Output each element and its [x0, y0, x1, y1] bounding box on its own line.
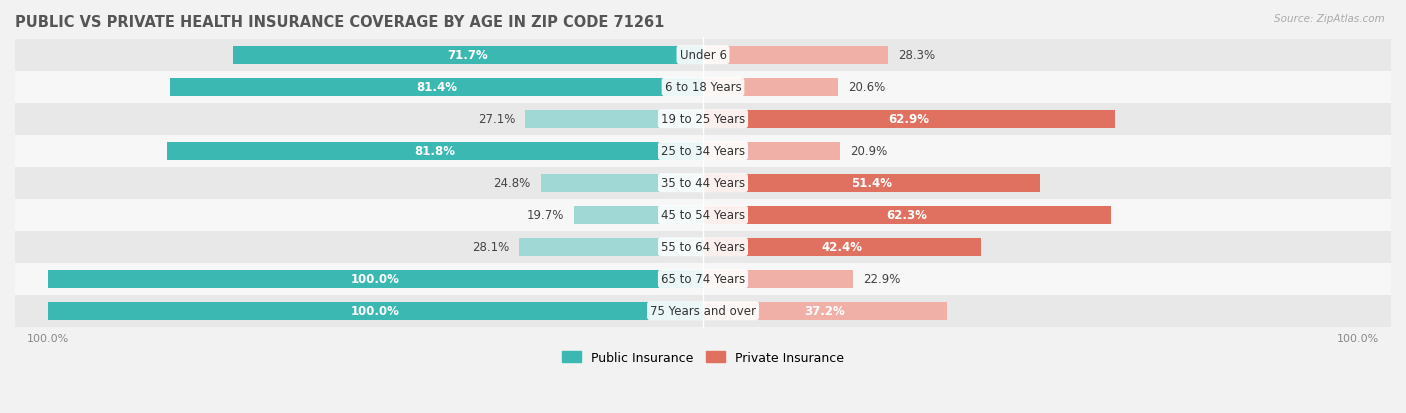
- Bar: [703, 175, 1040, 192]
- Bar: [574, 206, 703, 224]
- Bar: [703, 302, 946, 320]
- Bar: [15, 199, 1391, 231]
- Bar: [48, 302, 703, 320]
- Text: 20.6%: 20.6%: [848, 81, 884, 94]
- Text: 51.4%: 51.4%: [851, 177, 891, 190]
- Bar: [48, 271, 703, 288]
- Bar: [15, 295, 1391, 327]
- Text: Source: ZipAtlas.com: Source: ZipAtlas.com: [1274, 14, 1385, 24]
- Bar: [703, 271, 853, 288]
- Bar: [15, 40, 1391, 71]
- Legend: Public Insurance, Private Insurance: Public Insurance, Private Insurance: [557, 346, 849, 369]
- Text: 75 Years and over: 75 Years and over: [650, 304, 756, 318]
- Bar: [15, 71, 1391, 104]
- Bar: [540, 175, 703, 192]
- Text: 62.9%: 62.9%: [889, 113, 929, 126]
- Text: 6 to 18 Years: 6 to 18 Years: [665, 81, 741, 94]
- Text: 19 to 25 Years: 19 to 25 Years: [661, 113, 745, 126]
- Text: 22.9%: 22.9%: [863, 273, 900, 286]
- Bar: [15, 104, 1391, 135]
- Text: 37.2%: 37.2%: [804, 304, 845, 318]
- Text: 100.0%: 100.0%: [352, 273, 399, 286]
- Bar: [519, 238, 703, 256]
- Bar: [170, 79, 703, 96]
- Text: PUBLIC VS PRIVATE HEALTH INSURANCE COVERAGE BY AGE IN ZIP CODE 71261: PUBLIC VS PRIVATE HEALTH INSURANCE COVER…: [15, 15, 665, 30]
- Bar: [703, 79, 838, 96]
- Bar: [703, 206, 1111, 224]
- Text: 20.9%: 20.9%: [849, 145, 887, 158]
- Bar: [233, 47, 703, 64]
- Bar: [15, 167, 1391, 199]
- Text: 25 to 34 Years: 25 to 34 Years: [661, 145, 745, 158]
- Text: 81.8%: 81.8%: [415, 145, 456, 158]
- Bar: [703, 111, 1115, 128]
- Bar: [526, 111, 703, 128]
- Text: Under 6: Under 6: [679, 49, 727, 62]
- Text: 45 to 54 Years: 45 to 54 Years: [661, 209, 745, 222]
- Text: 28.3%: 28.3%: [898, 49, 935, 62]
- Bar: [15, 231, 1391, 263]
- Text: 24.8%: 24.8%: [494, 177, 530, 190]
- Bar: [15, 263, 1391, 295]
- Text: 27.1%: 27.1%: [478, 113, 516, 126]
- Bar: [703, 47, 889, 64]
- Text: 65 to 74 Years: 65 to 74 Years: [661, 273, 745, 286]
- Text: 100.0%: 100.0%: [352, 304, 399, 318]
- Text: 71.7%: 71.7%: [447, 49, 488, 62]
- Text: 55 to 64 Years: 55 to 64 Years: [661, 241, 745, 254]
- Text: 28.1%: 28.1%: [472, 241, 509, 254]
- Bar: [167, 142, 703, 160]
- Bar: [703, 238, 981, 256]
- Bar: [15, 135, 1391, 167]
- Bar: [703, 142, 839, 160]
- Text: 42.4%: 42.4%: [821, 241, 862, 254]
- Text: 35 to 44 Years: 35 to 44 Years: [661, 177, 745, 190]
- Text: 62.3%: 62.3%: [887, 209, 928, 222]
- Text: 81.4%: 81.4%: [416, 81, 457, 94]
- Text: 19.7%: 19.7%: [527, 209, 564, 222]
